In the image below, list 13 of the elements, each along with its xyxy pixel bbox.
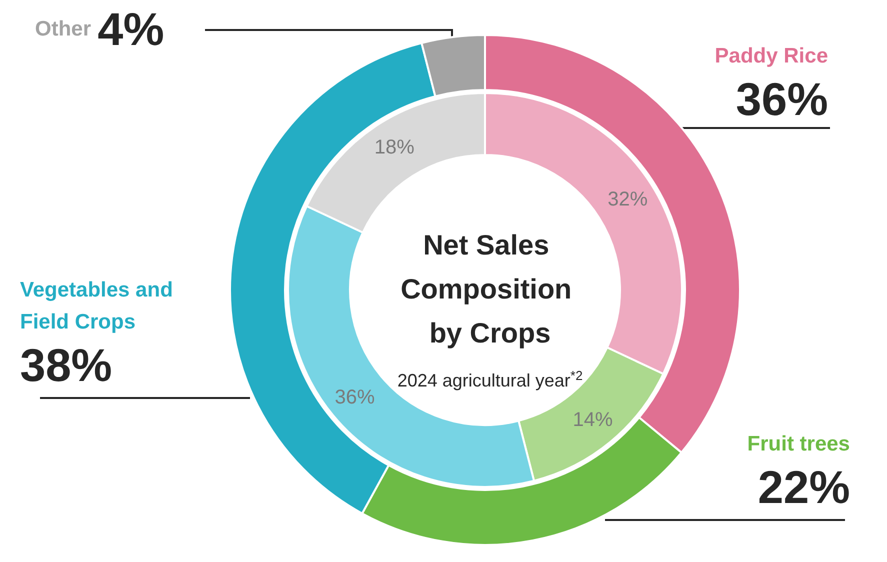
data-label: 36%	[736, 73, 828, 125]
data-label: 22%	[758, 461, 850, 513]
data-label: 18%	[374, 136, 415, 158]
slice-label: Vegetables and Field Crops	[20, 278, 173, 334]
data-label: 36%	[334, 386, 376, 409]
slice-label: Fruit trees	[747, 432, 850, 456]
slice-label: Other	[35, 18, 92, 40]
data-label: 4%	[98, 3, 164, 55]
text: Net Sales Composition by Crops	[400, 230, 580, 348]
data-label: 14%	[572, 409, 613, 432]
data-label: 38%	[20, 339, 112, 391]
data-label: 32%	[608, 188, 648, 210]
slice-label: Paddy Rice	[714, 44, 828, 68]
